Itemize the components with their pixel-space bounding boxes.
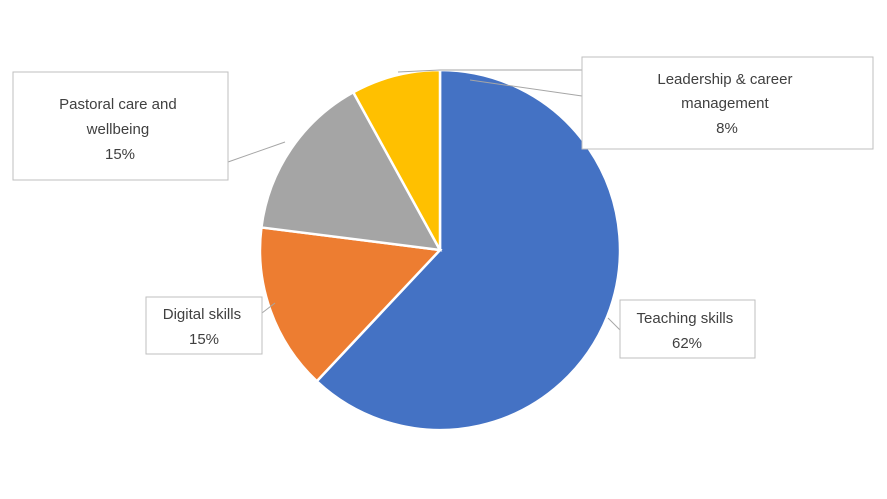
pie-slice-teaching-skills	[315, 68, 622, 432]
leader-lines	[227, 69, 621, 331]
callout-label-leadership-line2: management	[681, 95, 769, 112]
leader-line-leadership-lower	[469, 79, 583, 97]
callout-value-teaching: 62%	[672, 335, 702, 352]
callout-leadership: Leadership & career management 8%	[581, 56, 874, 150]
svg-text:Pastoral care and wellbe: Pastoral care and wellbeing 15%	[59, 96, 181, 163]
svg-text:Leadership & career mana: Leadership & career management 8%	[657, 71, 796, 137]
callout-value-digital: 15%	[189, 331, 219, 348]
leader-line-digital	[261, 302, 276, 314]
svg-text:Digital skills 15%: Digital skills 15%	[163, 306, 246, 348]
callout-teaching: Teaching skills 62%	[619, 299, 756, 359]
callout-label-teaching: Teaching skills	[637, 310, 734, 327]
callout-digital: Digital skills 15%	[145, 296, 263, 355]
callout-box-pastoral	[12, 71, 229, 181]
pie-slice-digital-skills	[258, 226, 443, 383]
callout-box-teaching	[619, 299, 756, 359]
callout-label-digital: Digital skills	[163, 306, 241, 323]
callout-value-pastoral: 15%	[105, 146, 135, 163]
callout-pastoral: Pastoral care and wellbeing 15%	[12, 71, 229, 181]
callout-label-pastoral-line2: wellbeing	[86, 121, 150, 138]
leader-line-teaching	[607, 317, 621, 331]
leader-line-leadership	[397, 69, 582, 73]
leader-line-pastoral	[227, 141, 286, 163]
callout-value-leadership: 8%	[716, 120, 738, 137]
pie-slice-pastoral-care-and-wellbeing	[260, 90, 443, 252]
svg-text:Teaching skills 62%: Teaching skills 62%	[637, 310, 738, 352]
callout-box-digital	[145, 296, 263, 355]
pie-slices	[258, 68, 622, 432]
callout-label-pastoral: Pastoral care and	[59, 96, 177, 113]
callout-label-leadership: Leadership & career	[657, 71, 792, 88]
callout-box-leadership	[581, 56, 874, 150]
